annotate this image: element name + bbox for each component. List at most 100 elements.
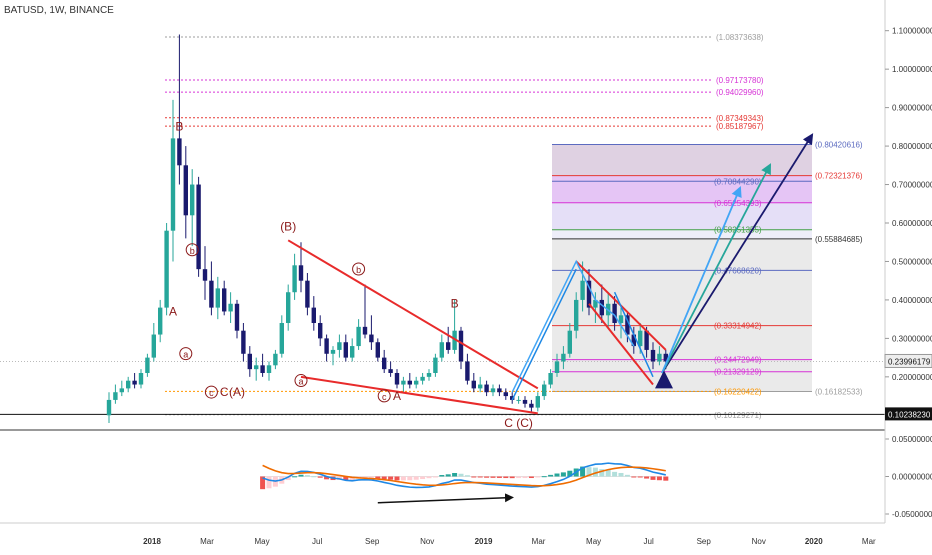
candle-body — [388, 369, 393, 373]
time-axis-label: Jul — [644, 537, 654, 546]
candle-body — [202, 269, 208, 281]
candle-body — [503, 392, 508, 397]
wave-label: B — [175, 120, 183, 134]
candle-body — [420, 376, 425, 381]
wave-label: c — [382, 392, 387, 402]
fib-level-label: (0.24472949) — [714, 356, 762, 365]
fib-level-label: (0.21329129) — [714, 368, 762, 377]
fib-level-label: (0.87349343) — [716, 114, 764, 123]
wave-label-circle — [179, 347, 193, 361]
macd-panel: 0.05000000 0.00000000 -0.05000000 — [0, 429, 932, 519]
macd-histogram-bar — [663, 476, 669, 481]
candle-body — [228, 303, 233, 312]
macd-histogram-bar — [477, 476, 483, 478]
macd-histogram-bar — [420, 476, 426, 480]
macd-histogram-bar — [375, 476, 381, 479]
wave-label-circle — [377, 389, 391, 403]
wedge-lower-line — [588, 303, 654, 386]
wave-label: C — [220, 385, 229, 399]
macd-histogram-bar — [656, 476, 662, 481]
candle-body — [631, 334, 636, 347]
macd-histogram-bar — [349, 476, 355, 481]
macd-axis-tick-label: -0.05000000 — [892, 510, 932, 519]
macd-histogram-bar — [266, 476, 272, 489]
macd-histogram-bar — [644, 476, 650, 479]
macd-histogram-bar — [631, 476, 637, 478]
macd-histogram-bar — [541, 476, 547, 478]
swing-path-blue-2 — [511, 268, 577, 401]
candle-body — [356, 326, 361, 347]
drawings-layer — [287, 133, 814, 415]
macd-histogram-bar — [624, 474, 630, 477]
wave-label: A — [169, 304, 177, 318]
candle-body — [458, 330, 464, 362]
price-axis-tick-label: 1.10000000 — [892, 27, 932, 36]
candle-body — [446, 342, 451, 350]
fib-level-label: (0.16220422) — [714, 387, 762, 396]
fib-level-label: (0.97173780) — [716, 76, 764, 85]
macd-histogram-bar — [368, 476, 374, 478]
candle-body — [478, 384, 483, 389]
fib-level-label: (0.55884685) — [815, 235, 863, 244]
fib-level-label: (1.08373638) — [716, 33, 764, 42]
candle-body — [618, 315, 624, 323]
wave-label: (A) — [229, 385, 245, 399]
macd-histogram-bar — [413, 476, 419, 480]
macd-histogram-bar — [484, 476, 490, 478]
candle-body — [561, 353, 566, 362]
macd-histogram-bar — [618, 472, 624, 477]
fib-band — [552, 175, 812, 203]
fib-band — [552, 229, 812, 239]
last-price-tag — [884, 353, 932, 368]
candle-body — [567, 330, 572, 354]
candle-body — [593, 299, 598, 308]
candle-body — [260, 365, 265, 373]
price-axis-tick-label: 0.20000000 — [892, 373, 932, 382]
macd-histogram-bar — [580, 466, 586, 477]
candle-body — [580, 280, 585, 300]
projection-arrow-blue — [661, 186, 742, 374]
macd-histogram-bar — [586, 467, 592, 477]
candle-body — [311, 307, 316, 323]
candle-body — [650, 349, 656, 362]
macd-histogram-bar — [592, 467, 598, 477]
candle-body — [638, 330, 643, 347]
candle-body — [471, 380, 476, 389]
candle-body — [574, 299, 579, 331]
fib-level-label: (0.85187967) — [716, 122, 764, 131]
candle-body — [554, 361, 560, 373]
macd-histogram-bar — [599, 469, 605, 477]
macd-histogram-bar — [407, 476, 413, 481]
candle-body — [529, 403, 534, 408]
price-axis-tick-label: 0.90000000 — [892, 104, 932, 113]
wave-label-circle — [185, 243, 199, 257]
macd-histogram-bar — [343, 476, 349, 481]
last-price-tag-label: 0.23996179 — [888, 357, 931, 366]
candle-body — [490, 388, 496, 393]
fib-band — [552, 202, 812, 230]
candle-body — [247, 353, 252, 370]
fib-level-label: (0.16182533) — [815, 388, 863, 397]
candle-body — [132, 380, 137, 385]
wave-label: a — [298, 377, 303, 387]
candle-body — [542, 384, 547, 397]
candle-body — [305, 280, 310, 308]
macd-histogram-bar — [394, 476, 400, 481]
candle-body — [324, 338, 329, 354]
swing-path-blue — [511, 259, 635, 393]
macd-histogram-bar — [464, 475, 470, 477]
candle-body — [138, 373, 144, 385]
candle-body — [151, 334, 156, 358]
candle-body — [484, 384, 489, 393]
candle-body — [382, 357, 387, 370]
candle-body — [254, 365, 259, 370]
macd-histogram-bar — [260, 476, 266, 490]
wave-label: A — [393, 389, 401, 403]
macd-histogram-bar — [426, 476, 432, 479]
candle-body — [158, 307, 163, 335]
wave-label-circle — [294, 374, 308, 388]
trend-line-lower — [300, 375, 538, 415]
fib-level-label: (0.10129271) — [714, 411, 762, 420]
